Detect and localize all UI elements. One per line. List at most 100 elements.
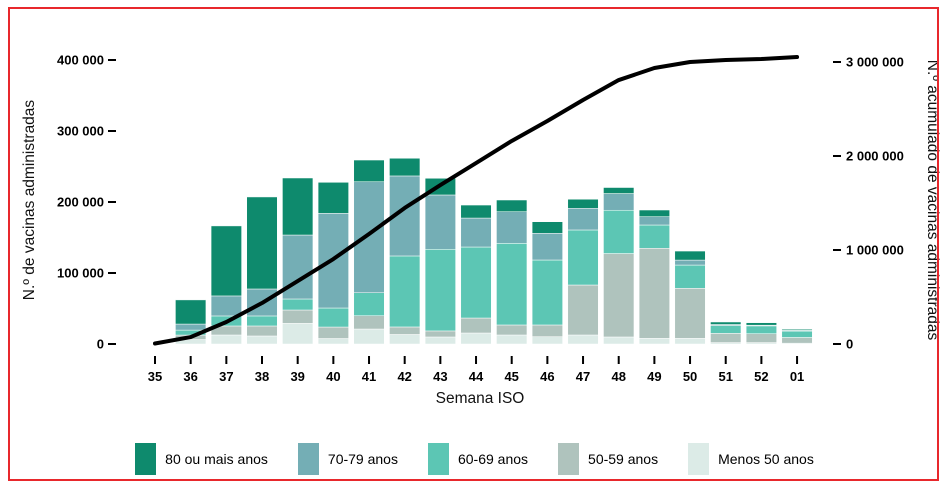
bar-week-43: [424, 178, 456, 345]
bar-week-42: [389, 158, 421, 345]
legend-item: 80 ou mais anos: [135, 443, 268, 475]
cumulative-line: [153, 55, 800, 346]
bar-segment: [317, 338, 349, 345]
bar-segment: [638, 248, 670, 339]
bar-segment: [638, 338, 670, 345]
legend-swatch: [688, 443, 710, 475]
bar-week-48: [603, 187, 635, 345]
bar-week-46: [531, 221, 563, 345]
bar-segment: [246, 196, 278, 290]
bar-segment: [282, 298, 314, 311]
left-axis-tick-label: 100 000: [57, 266, 104, 281]
x-axis-tick-label: 45: [504, 369, 518, 384]
bar-segment: [781, 329, 813, 331]
bar-segment: [424, 194, 456, 250]
left-axis-tick-label: 400 000: [57, 53, 104, 68]
x-axis-tick-label: 48: [611, 369, 625, 384]
bar-segment: [603, 253, 635, 338]
bar-segment: [567, 284, 599, 336]
bar-segment: [745, 325, 777, 334]
bar-segment: [353, 159, 385, 183]
bar-segment: [603, 193, 635, 211]
bar-segment: [353, 292, 385, 316]
bar-segment: [603, 209, 635, 254]
bar-segment: [710, 325, 742, 334]
bar-segment: [282, 177, 314, 236]
bar-segment: [353, 181, 385, 293]
bar-week-45: [496, 199, 528, 345]
bar-segment: [424, 336, 456, 345]
x-axis-tick-label: 42: [397, 369, 411, 384]
bar-segment: [460, 246, 492, 319]
x-axis-tick-label: 41: [362, 369, 376, 384]
legend-label: 70-79 anos: [327, 451, 398, 467]
x-axis-tick-label: 39: [290, 369, 304, 384]
x-axis-tick-label: 35: [148, 369, 162, 384]
legend-item: 60-69 anos: [427, 443, 529, 475]
bar-segment: [389, 158, 421, 177]
bar-segment: [496, 199, 528, 212]
bar-segment: [460, 217, 492, 248]
bar-week-44: [460, 204, 492, 345]
bar-segment: [603, 336, 635, 345]
bar-segment: [389, 334, 421, 345]
bar-segment: [638, 209, 670, 217]
bar-segment: [531, 259, 563, 326]
legend-label: 80 ou mais anos: [165, 451, 268, 467]
bar-segment: [745, 333, 777, 343]
bar-segment: [603, 187, 635, 194]
x-axis-tick-label: 36: [183, 369, 197, 384]
legend-swatch: [558, 443, 580, 475]
x-axis-tick-label: 49: [647, 369, 661, 384]
bar-week-50: [674, 250, 706, 345]
bar-segment: [460, 317, 492, 334]
bar-segment: [638, 224, 670, 249]
bar-week-40: [317, 182, 349, 345]
bar-week-49: [638, 209, 670, 345]
bar-segment: [282, 309, 314, 324]
bar-segment: [246, 325, 278, 337]
bar-segment: [246, 315, 278, 327]
x-axis-tick-label: 51: [718, 369, 732, 384]
bar-segment: [424, 249, 456, 332]
bar-segment: [424, 330, 456, 338]
bar-segment: [531, 233, 563, 261]
x-axis-tick-label: 40: [326, 369, 340, 384]
bar-week-47: [567, 198, 599, 345]
bar-segment: [353, 328, 385, 345]
x-axis-tick-label: 47: [576, 369, 590, 384]
bar-segment: [317, 182, 349, 214]
bar-week-39: [282, 177, 314, 345]
x-axis-tick-label: 52: [754, 369, 768, 384]
legend-item: Menos 50 anos: [688, 443, 814, 475]
x-axis-tick-label: 50: [683, 369, 697, 384]
bar-segment: [674, 264, 706, 289]
bar-segment: [317, 326, 349, 339]
bar-segment: [745, 322, 777, 326]
x-axis-tick-label: 44: [469, 369, 484, 384]
bar-segment: [353, 315, 385, 330]
bar-segment: [460, 204, 492, 219]
bar-segment: [638, 216, 670, 226]
bar-segment: [210, 295, 242, 317]
bar-segment: [567, 207, 599, 231]
bar-segment: [389, 326, 421, 335]
legend-label: 60-69 anos: [457, 451, 529, 467]
bar-week-52: [745, 322, 777, 345]
right-axis-tick-label: 3 000 000: [846, 55, 904, 70]
right-axis-tick-label: 2 000 000: [846, 149, 904, 164]
x-axis-tick-label: 46: [540, 369, 554, 384]
legend-label: 50-59 anos: [588, 451, 659, 467]
legend-swatch: [427, 443, 449, 475]
bar-segment: [460, 332, 492, 345]
bar-segment: [531, 336, 563, 345]
legend-swatch: [297, 443, 319, 475]
legend-swatch: [135, 443, 157, 475]
bar-segment: [781, 337, 813, 344]
bar-segment: [674, 338, 706, 345]
bar-segment: [496, 324, 528, 336]
right-axis-tick-label: 0: [846, 337, 853, 352]
bar-segment: [175, 299, 207, 325]
bar-week-38: [246, 196, 278, 345]
